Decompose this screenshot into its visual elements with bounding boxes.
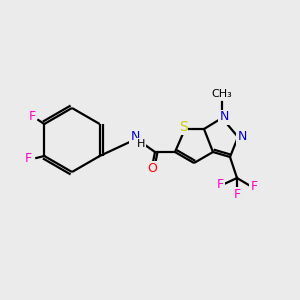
Text: F: F xyxy=(29,110,36,124)
Text: N: N xyxy=(219,110,229,124)
Text: CH₃: CH₃ xyxy=(212,89,233,99)
Text: F: F xyxy=(233,188,241,200)
Text: F: F xyxy=(250,181,258,194)
Text: H: H xyxy=(137,139,145,149)
Text: N: N xyxy=(237,130,247,143)
Text: F: F xyxy=(216,178,224,191)
Text: N: N xyxy=(130,130,140,143)
Text: O: O xyxy=(147,161,157,175)
Text: F: F xyxy=(25,152,32,164)
Text: S: S xyxy=(178,120,188,134)
